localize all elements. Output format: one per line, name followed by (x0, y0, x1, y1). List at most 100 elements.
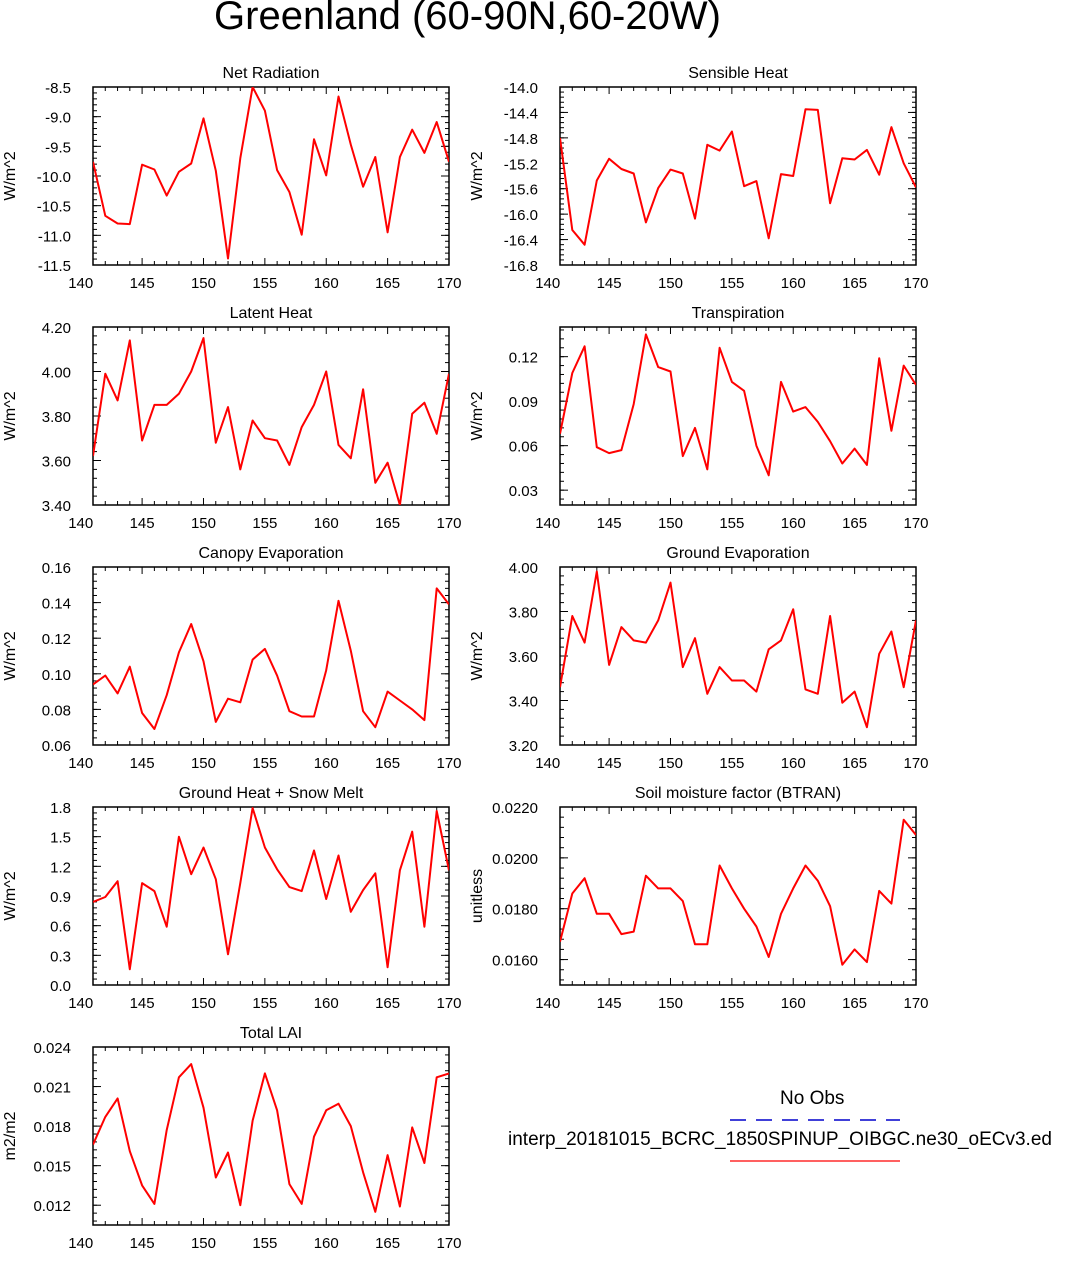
y-tick-label: 0.015 (33, 1159, 71, 1176)
x-tick-label: 140 (68, 275, 93, 292)
x-tick-label: 145 (597, 515, 622, 532)
plot-frame (559, 806, 917, 986)
y-axis-label: m2/m2 (2, 1111, 19, 1160)
x-tick-label: 160 (781, 995, 806, 1012)
x-tick-label: 160 (314, 515, 339, 532)
y-tick-label: 0.3 (50, 948, 71, 965)
y-tick-label: -10.5 (37, 199, 71, 216)
panel-title: Net Radiation (223, 65, 320, 82)
y-axis-label: W/m^2 (469, 391, 486, 440)
x-tick-label: 145 (130, 755, 155, 772)
panel-2: Sensible Heat W/m^2 140 145 150 155 160 165 170 -… (469, 65, 929, 292)
panel-8: Soil moisture factor (BTRAN) unitless 140 1… (469, 785, 929, 1012)
legend-case-label: interp_20181015_BCRC_1850SPINUP_OIBGC.ne… (508, 1129, 1052, 1150)
x-tick-label: 140 (68, 1235, 93, 1252)
x-tick-label: 155 (719, 755, 744, 772)
y-tick-label: 3.40 (42, 498, 71, 515)
x-tick-label: 150 (658, 755, 683, 772)
plot-frame (559, 326, 917, 506)
x-tick-label: 150 (191, 755, 216, 772)
y-tick-label: 0.0160 (492, 953, 538, 970)
panel-5: Canopy Evaporation W/m^2 140 145 150 155 160 16… (2, 545, 462, 772)
y-tick-label: -10.0 (37, 169, 71, 186)
x-tick-label: 155 (719, 275, 744, 292)
x-tick-label: 140 (535, 755, 560, 772)
y-tick-label: 0.021 (33, 1080, 71, 1097)
y-tick-label: 0.09 (509, 394, 538, 411)
series-line (560, 818, 916, 966)
y-tick-label: 4.20 (42, 320, 71, 337)
y-axis-label: W/m^2 (2, 631, 19, 680)
x-tick-label: 165 (375, 1235, 400, 1252)
x-tick-label: 145 (130, 995, 155, 1012)
series-line (93, 587, 449, 730)
x-tick-label: 170 (903, 515, 928, 532)
x-tick-label: 170 (903, 995, 928, 1012)
x-tick-label: 150 (191, 275, 216, 292)
x-tick-label: 165 (375, 515, 400, 532)
y-tick-label: -9.0 (45, 110, 71, 127)
y-tick-label: 3.60 (42, 454, 71, 471)
y-tick-label: -8.5 (45, 80, 71, 97)
x-tick-label: 165 (375, 275, 400, 292)
panel-3: Latent Heat W/m^2 140 145 150 155 160 165 170 3.4… (2, 305, 462, 532)
x-tick-label: 165 (842, 275, 867, 292)
x-tick-label: 155 (719, 515, 744, 532)
y-tick-label: 0.14 (42, 596, 71, 613)
plot-frame (559, 86, 917, 266)
y-tick-label: 0.0220 (492, 800, 538, 817)
x-tick-label: 145 (130, 515, 155, 532)
panel-9: Total LAI m2/m2 140 145 150 155 160 165 170 0.012… (2, 1025, 462, 1252)
series-line (93, 87, 449, 260)
y-tick-label: 0.06 (509, 439, 538, 456)
y-tick-label: -14.0 (504, 80, 538, 97)
y-tick-label: -14.8 (504, 131, 538, 148)
y-tick-label: 0.03 (509, 483, 538, 500)
x-tick-label: 155 (252, 515, 277, 532)
series-line (93, 807, 449, 971)
panel-7: Ground Heat + Snow Melt W/m^2 140 145 150 155… (2, 785, 462, 1012)
plot-frame (92, 806, 450, 986)
series-line (560, 108, 916, 246)
y-tick-label: 3.80 (509, 605, 538, 622)
x-tick-label: 165 (375, 755, 400, 772)
panel-title: Transpiration (692, 305, 785, 322)
y-tick-label: 0.10 (42, 667, 71, 684)
x-tick-label: 145 (597, 995, 622, 1012)
x-tick-label: 160 (314, 1235, 339, 1252)
y-tick-label: 0.12 (42, 631, 71, 648)
y-tick-label: 0.9 (50, 889, 71, 906)
x-tick-label: 140 (68, 995, 93, 1012)
x-tick-label: 155 (719, 995, 744, 1012)
y-axis-label: W/m^2 (469, 631, 486, 680)
series-line (560, 570, 916, 729)
panel-title: Ground Heat + Snow Melt (179, 785, 364, 802)
figure-title: Greenland (60-90N,60-20W) (214, 0, 721, 38)
y-tick-label: 1.2 (50, 859, 71, 876)
x-tick-label: 170 (436, 755, 461, 772)
x-tick-label: 145 (597, 275, 622, 292)
y-tick-label: -11.5 (38, 258, 71, 275)
x-tick-label: 160 (781, 755, 806, 772)
y-tick-label: 0.018 (33, 1119, 71, 1136)
plot-frame (92, 86, 450, 266)
y-tick-label: 0.024 (33, 1040, 71, 1057)
y-tick-label: 3.20 (509, 738, 538, 755)
y-tick-label: 4.00 (42, 365, 71, 382)
panel-title: Canopy Evaporation (199, 545, 344, 562)
y-tick-label: 3.60 (509, 649, 538, 666)
plot-frame (92, 1046, 450, 1226)
x-tick-label: 170 (903, 755, 928, 772)
x-tick-label: 150 (658, 995, 683, 1012)
y-axis-label: W/m^2 (2, 391, 19, 440)
y-axis-label: W/m^2 (469, 151, 486, 200)
panel-title: Soil moisture factor (BTRAN) (635, 785, 841, 802)
x-tick-label: 150 (658, 515, 683, 532)
x-tick-label: 150 (191, 1235, 216, 1252)
y-tick-label: -16.0 (504, 207, 538, 224)
x-tick-label: 155 (252, 1235, 277, 1252)
x-tick-label: 170 (436, 1235, 461, 1252)
chart-panels: Net Radiation W/m^2 140 145 150 155 160 165 170 -… (2, 65, 929, 1252)
panel-title: Ground Evaporation (666, 545, 809, 562)
